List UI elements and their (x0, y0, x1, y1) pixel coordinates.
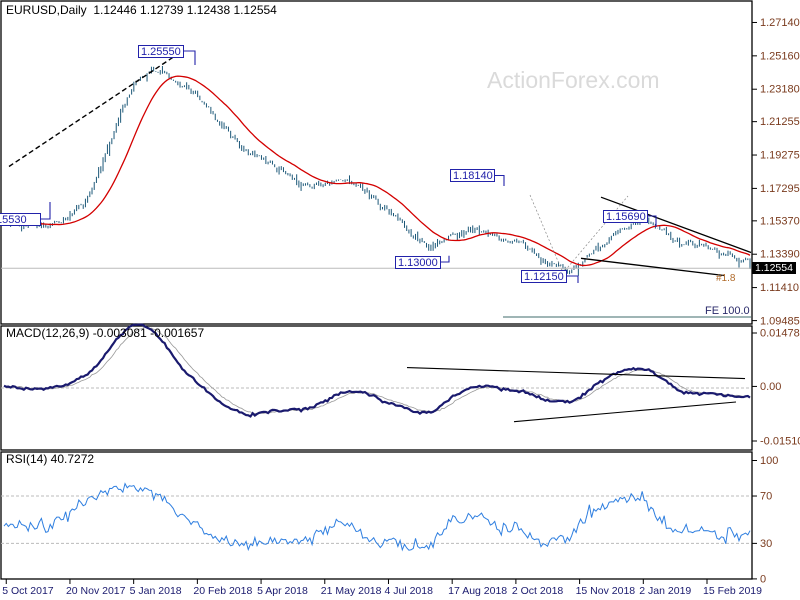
svg-text:#1.8: #1.8 (716, 273, 736, 284)
svg-text:15 Feb 2019: 15 Feb 2019 (703, 585, 762, 597)
svg-text:1.13390: 1.13390 (760, 249, 800, 261)
svg-text:4 Jul 2018: 4 Jul 2018 (384, 585, 433, 597)
svg-text:1.11410: 1.11410 (760, 282, 799, 294)
svg-text:20 Nov 2017: 20 Nov 2017 (66, 585, 126, 597)
svg-text:0: 0 (760, 573, 766, 585)
svg-text:-0.015107: -0.015107 (760, 436, 800, 448)
svg-text:2 Oct 2018: 2 Oct 2018 (512, 585, 564, 597)
svg-text:1.15370: 1.15370 (760, 215, 800, 227)
svg-text:1.25160: 1.25160 (760, 50, 800, 62)
svg-text:1.27140: 1.27140 (760, 17, 800, 29)
svg-text:1.21255: 1.21255 (760, 116, 800, 128)
svg-text:5 Oct 2017: 5 Oct 2017 (2, 585, 54, 597)
svg-text:30: 30 (760, 538, 772, 550)
svg-text:20 Feb 2018: 20 Feb 2018 (193, 585, 252, 597)
svg-text:15 Nov 2018: 15 Nov 2018 (576, 585, 636, 597)
svg-text:MACD(12,26,9) -0.003081 -0.001: MACD(12,26,9) -0.003081 -0.001657 (6, 326, 204, 340)
svg-text:17 Aug 2018: 17 Aug 2018 (448, 585, 507, 597)
svg-text:1.23180: 1.23180 (760, 84, 800, 96)
svg-text:RSI(14) 40.7272: RSI(14) 40.7272 (6, 452, 94, 466)
svg-text:0.014786: 0.014786 (760, 328, 800, 340)
svg-text:1.19275: 1.19275 (760, 150, 800, 162)
svg-text:5 Jan 2018: 5 Jan 2018 (130, 585, 182, 597)
svg-text:21 May 2018: 21 May 2018 (321, 585, 382, 597)
svg-text:FE 100.0: FE 100.0 (705, 305, 750, 317)
svg-text:2 Jan 2019: 2 Jan 2019 (639, 585, 691, 597)
svg-text:1.09485: 1.09485 (760, 316, 800, 328)
svg-text:100: 100 (760, 455, 778, 467)
svg-text:0.00: 0.00 (760, 381, 781, 393)
svg-text:70: 70 (760, 491, 772, 503)
svg-text:5 Apr 2018: 5 Apr 2018 (257, 585, 308, 597)
svg-text:1.17295: 1.17295 (760, 183, 800, 195)
